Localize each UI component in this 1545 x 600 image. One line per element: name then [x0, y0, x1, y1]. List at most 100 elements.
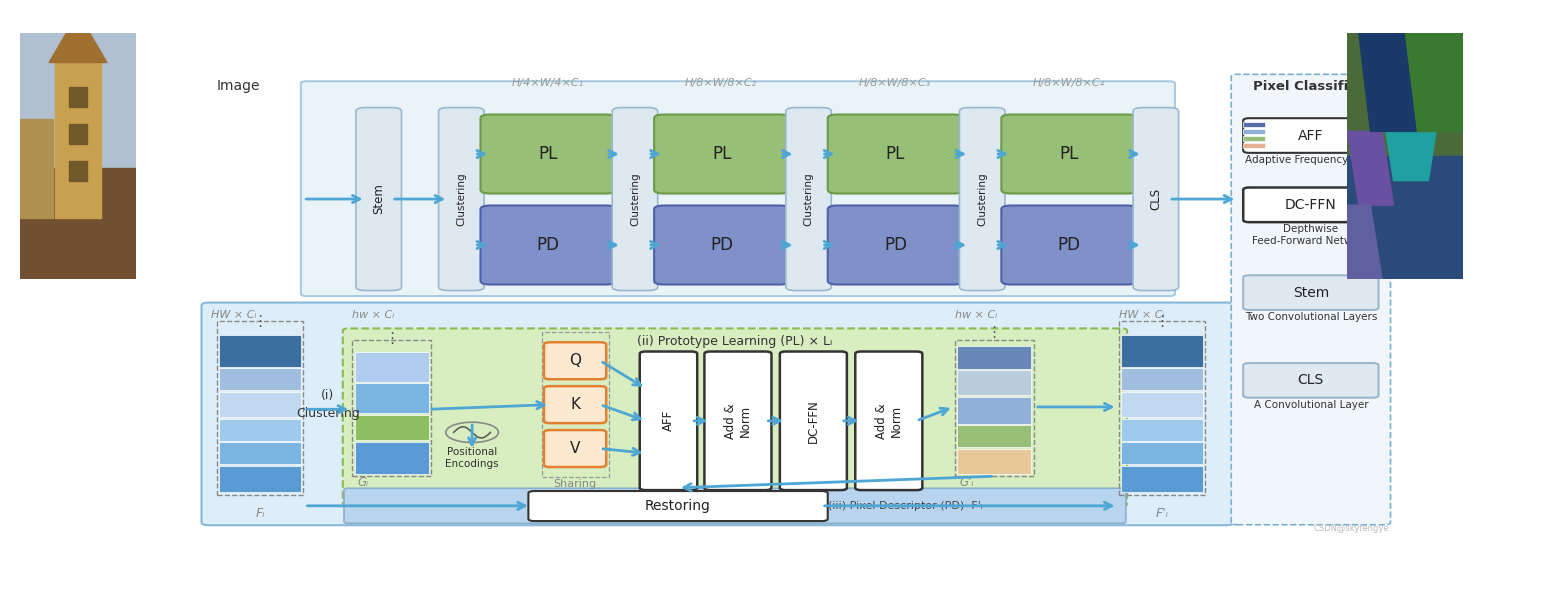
- Bar: [219, 442, 301, 464]
- FancyBboxPatch shape: [355, 107, 402, 290]
- FancyBboxPatch shape: [654, 206, 789, 284]
- FancyBboxPatch shape: [828, 115, 963, 194]
- FancyBboxPatch shape: [705, 352, 771, 490]
- Polygon shape: [1383, 107, 1440, 181]
- Bar: [1244, 143, 1265, 148]
- FancyBboxPatch shape: [480, 115, 616, 194]
- FancyBboxPatch shape: [439, 107, 484, 290]
- FancyBboxPatch shape: [654, 115, 789, 194]
- Text: PL: PL: [885, 145, 905, 163]
- Text: PD: PD: [884, 236, 907, 254]
- Text: Depthwise
Feed-Forward Network: Depthwise Feed-Forward Network: [1253, 224, 1369, 246]
- Text: Restoring: Restoring: [646, 499, 711, 513]
- Text: Pixel Classification: Pixel Classification: [1253, 80, 1395, 93]
- Polygon shape: [68, 87, 87, 107]
- FancyBboxPatch shape: [343, 328, 1126, 506]
- Text: G'ᵢ: G'ᵢ: [959, 476, 973, 489]
- Text: (ii) Prototype Learning (PL) × Lᵢ: (ii) Prototype Learning (PL) × Lᵢ: [637, 335, 833, 349]
- Polygon shape: [56, 53, 100, 217]
- Text: ⋮: ⋮: [987, 325, 1001, 340]
- FancyBboxPatch shape: [301, 81, 1174, 296]
- Text: (i): (i): [321, 389, 334, 402]
- Bar: [355, 383, 430, 413]
- Bar: [355, 352, 430, 382]
- Text: K: K: [570, 397, 579, 412]
- Bar: [219, 466, 301, 493]
- Text: DC-FFN: DC-FFN: [806, 399, 820, 443]
- Text: Sharing: Sharing: [553, 479, 596, 488]
- Polygon shape: [1347, 131, 1394, 205]
- Text: Add &
Norm: Add & Norm: [874, 403, 902, 439]
- Bar: [219, 392, 301, 417]
- Bar: [1122, 392, 1202, 417]
- Text: Stem: Stem: [372, 184, 385, 214]
- Text: Adaptive Frequency Filter: Adaptive Frequency Filter: [1245, 155, 1377, 165]
- Text: H/8×W/8×C₂: H/8×W/8×C₂: [684, 78, 757, 88]
- Text: Clustering: Clustering: [456, 172, 467, 226]
- FancyBboxPatch shape: [640, 352, 697, 490]
- FancyBboxPatch shape: [780, 352, 847, 490]
- Bar: [956, 425, 1032, 447]
- FancyBboxPatch shape: [480, 206, 616, 284]
- FancyBboxPatch shape: [1001, 206, 1137, 284]
- Text: PD: PD: [536, 236, 559, 254]
- Bar: [1122, 442, 1202, 464]
- Polygon shape: [68, 124, 87, 143]
- FancyBboxPatch shape: [1231, 74, 1390, 525]
- Bar: [956, 397, 1032, 424]
- Polygon shape: [68, 161, 87, 181]
- Text: H/8×W/8×C₄: H/8×W/8×C₄: [1032, 78, 1105, 88]
- Bar: [1122, 419, 1202, 440]
- Text: PL: PL: [539, 145, 558, 163]
- Text: (iii) Pixel Descriptor (PD)  F'ᵢ: (iii) Pixel Descriptor (PD) F'ᵢ: [828, 501, 983, 511]
- Bar: [956, 370, 1032, 395]
- Text: PL: PL: [712, 145, 731, 163]
- FancyBboxPatch shape: [528, 491, 828, 521]
- Text: Clustering: Clustering: [297, 407, 360, 421]
- Text: ⋮: ⋮: [252, 314, 267, 329]
- Text: Clustering: Clustering: [630, 172, 640, 226]
- Bar: [219, 368, 301, 391]
- FancyBboxPatch shape: [786, 107, 831, 290]
- Text: hw × Cᵢ: hw × Cᵢ: [352, 310, 394, 320]
- Text: CLS: CLS: [1298, 373, 1324, 388]
- Bar: [355, 415, 430, 440]
- Bar: [1122, 368, 1202, 391]
- Polygon shape: [20, 119, 53, 217]
- FancyBboxPatch shape: [544, 386, 606, 423]
- Text: PL: PL: [1060, 145, 1078, 163]
- Text: A Convolutional Layer: A Convolutional Layer: [1253, 400, 1369, 410]
- Polygon shape: [1347, 33, 1463, 156]
- Text: AFF: AFF: [661, 410, 675, 431]
- Text: F'ᵢ: F'ᵢ: [1156, 507, 1168, 520]
- Bar: [1122, 466, 1202, 493]
- Polygon shape: [1406, 33, 1463, 131]
- FancyBboxPatch shape: [1001, 115, 1137, 194]
- Text: V: V: [570, 441, 581, 456]
- FancyBboxPatch shape: [828, 206, 963, 284]
- Text: Positional
Encodings: Positional Encodings: [445, 447, 499, 469]
- Text: Fᵢ: Fᵢ: [255, 507, 264, 520]
- FancyBboxPatch shape: [544, 342, 606, 379]
- Text: HW × Cᵢ: HW × Cᵢ: [1119, 310, 1165, 320]
- Bar: [956, 449, 1032, 474]
- FancyBboxPatch shape: [1244, 187, 1378, 222]
- FancyBboxPatch shape: [345, 488, 1126, 523]
- Bar: [219, 419, 301, 440]
- Text: Gᵢ: Gᵢ: [357, 476, 368, 489]
- Text: Clustering: Clustering: [803, 172, 814, 226]
- Polygon shape: [20, 33, 136, 168]
- Bar: [1122, 335, 1202, 367]
- Text: CLS: CLS: [1149, 188, 1162, 210]
- Text: H/4×W/4×C₁: H/4×W/4×C₁: [511, 78, 584, 88]
- Text: ⋮: ⋮: [1154, 314, 1170, 329]
- Text: PD: PD: [1057, 236, 1080, 254]
- Text: Add &
Norm: Add & Norm: [725, 403, 752, 439]
- Text: Q: Q: [569, 353, 581, 368]
- Polygon shape: [1360, 33, 1417, 131]
- FancyBboxPatch shape: [1244, 363, 1378, 398]
- FancyBboxPatch shape: [612, 107, 658, 290]
- Bar: [1244, 122, 1265, 127]
- Bar: [355, 442, 430, 474]
- Text: Clustering: Clustering: [976, 172, 987, 226]
